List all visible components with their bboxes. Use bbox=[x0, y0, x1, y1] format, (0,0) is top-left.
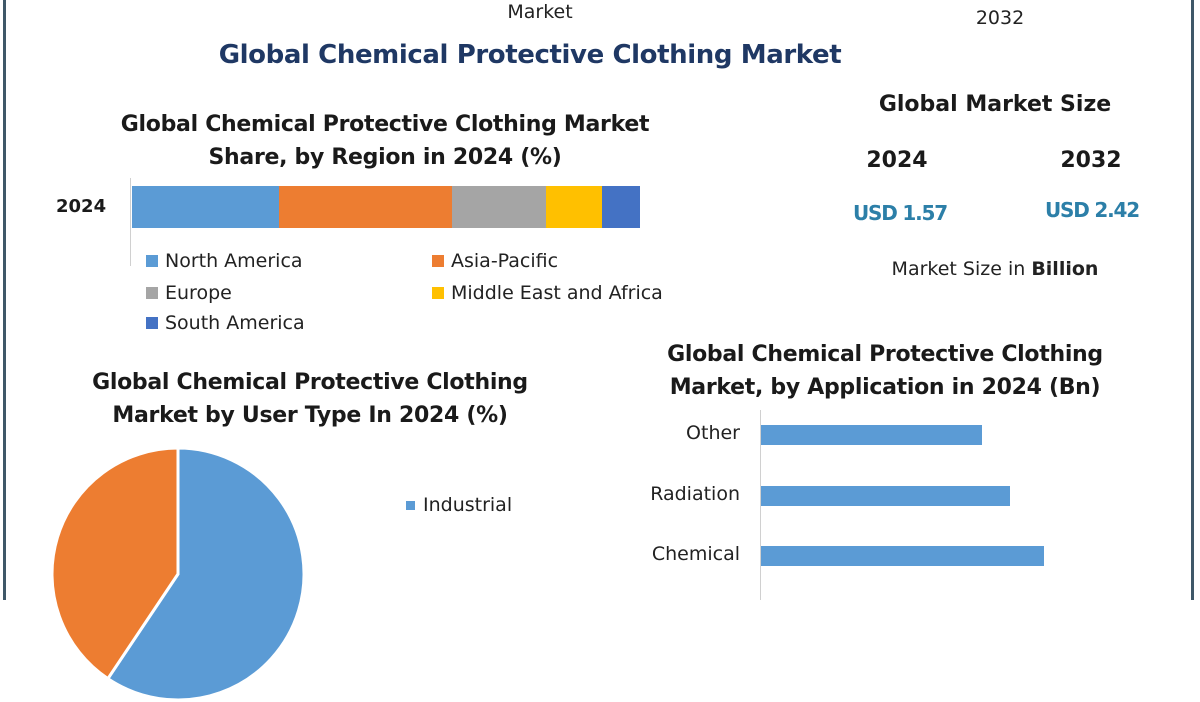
pie-legend-industrial: Industrial bbox=[406, 494, 512, 516]
frame-border-right bbox=[1191, 0, 1194, 600]
market-size-title: Global Market Size bbox=[878, 92, 1112, 117]
legend-label: North America bbox=[165, 250, 303, 272]
legend-item-middle-east-africa: Middle East and Africa bbox=[432, 282, 663, 304]
region-chart-title-line1: Global Chemical Protective Clothing Mark… bbox=[120, 112, 650, 137]
partial-header-text: Market bbox=[507, 1, 573, 23]
market-size-note-prefix: Market Size in bbox=[891, 258, 1032, 280]
application-label-other: Other bbox=[686, 422, 740, 444]
application-chart-axis bbox=[760, 410, 761, 600]
usertype-pie-chart bbox=[50, 446, 306, 702]
application-bar-radiation bbox=[761, 486, 1010, 506]
legend-label: Europe bbox=[165, 282, 232, 304]
application-chart-title-line2: Market, by Application in 2024 (Bn) bbox=[669, 375, 1101, 400]
region-chart-title-line2: Share, by Region in 2024 (%) bbox=[208, 145, 562, 170]
region-row-label: 2024 bbox=[56, 196, 107, 217]
bar-segment-europe bbox=[452, 186, 546, 228]
legend-item-north-america: North America bbox=[146, 250, 303, 272]
market-size-note: Market Size in Billion bbox=[845, 258, 1145, 280]
region-stacked-bar bbox=[132, 186, 640, 228]
application-bar-other bbox=[761, 425, 982, 445]
legend-label: Middle East and Africa bbox=[451, 282, 663, 304]
bar-segment-south-america bbox=[601, 186, 640, 228]
partial-header-year: 2032 bbox=[975, 7, 1025, 29]
application-chart-title-line1: Global Chemical Protective Clothing bbox=[667, 342, 1103, 367]
market-value-2032: USD 2.42 bbox=[1045, 198, 1140, 222]
application-chart-title: Global Chemical Protective Clothing Mark… bbox=[640, 338, 1130, 404]
page-title: Global Chemical Protective Clothing Mark… bbox=[218, 40, 842, 70]
usertype-chart-title-line1: Global Chemical Protective Clothing bbox=[92, 370, 528, 395]
legend-label: Industrial bbox=[423, 494, 513, 516]
legend-swatch-middle-east-africa bbox=[432, 287, 444, 299]
market-size-note-unit: Billion bbox=[1031, 258, 1099, 280]
bar-segment-asia-pacific bbox=[279, 186, 453, 228]
legend-item-asia-pacific: Asia-Pacific bbox=[432, 250, 558, 272]
legend-swatch-industrial bbox=[406, 500, 415, 510]
application-label-radiation: Radiation bbox=[650, 483, 740, 505]
application-label-chemical: Chemical bbox=[651, 543, 740, 565]
legend-swatch-north-america bbox=[146, 255, 158, 267]
legend-swatch-south-america bbox=[146, 317, 158, 329]
bar-segment-north-america bbox=[132, 186, 280, 228]
market-year-2024: 2024 bbox=[866, 148, 928, 173]
legend-label: Asia-Pacific bbox=[451, 250, 559, 272]
legend-label: South America bbox=[165, 312, 305, 334]
legend-swatch-asia-pacific bbox=[432, 255, 444, 267]
application-bar-chemical bbox=[761, 546, 1044, 566]
region-chart-axis bbox=[130, 178, 131, 266]
market-value-2024: USD 1.57 bbox=[853, 201, 948, 225]
usertype-chart-title: Global Chemical Protective Clothing Mark… bbox=[90, 366, 530, 432]
region-chart-title: Global Chemical Protective Clothing Mark… bbox=[120, 108, 650, 174]
market-year-2032: 2032 bbox=[1060, 148, 1122, 173]
bar-segment-middle-east-and-africa bbox=[546, 186, 602, 228]
legend-item-south-america: South America bbox=[146, 312, 305, 334]
legend-swatch-europe bbox=[146, 287, 158, 299]
frame-border-left bbox=[3, 0, 6, 600]
legend-item-europe: Europe bbox=[146, 282, 232, 304]
usertype-chart-title-line2: Market by User Type In 2024 (%) bbox=[112, 403, 508, 428]
